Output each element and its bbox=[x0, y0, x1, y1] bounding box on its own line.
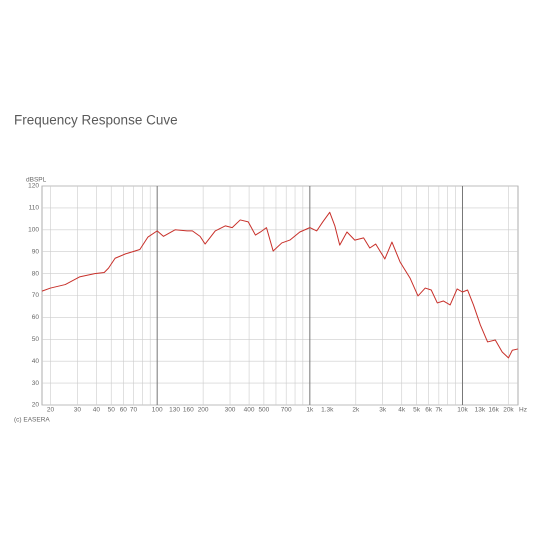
x-tick-label: 20k bbox=[503, 407, 514, 414]
y-tick-label: 20 bbox=[32, 402, 40, 409]
x-tick-label: 400 bbox=[244, 407, 255, 414]
response-line bbox=[41, 211, 519, 359]
y-tick-label: 30 bbox=[32, 380, 40, 387]
x-tick-label: 2k bbox=[352, 407, 360, 414]
x-tick-label: 10k bbox=[457, 407, 468, 414]
x-tick-label: 13k bbox=[475, 407, 486, 414]
y-tick-label: 70 bbox=[32, 292, 40, 299]
x-tick-label: 40 bbox=[93, 407, 101, 414]
x-tick-label: 5k bbox=[413, 407, 421, 414]
y-tick-label: 60 bbox=[32, 314, 40, 321]
x-tick-label: 16k bbox=[488, 407, 499, 414]
x-tick-label: 100 bbox=[152, 407, 163, 414]
plot bbox=[41, 211, 519, 359]
y-tick-label: 50 bbox=[32, 336, 40, 343]
y-axis-label: dBSPL bbox=[26, 177, 47, 184]
x-tick-label: 130 bbox=[169, 407, 180, 414]
y-tick-label: 40 bbox=[32, 358, 40, 365]
x-unit-label: Hz bbox=[519, 407, 527, 414]
y-tick-label: 110 bbox=[29, 205, 40, 212]
grid bbox=[41, 185, 519, 406]
x-tick-label: 6k bbox=[425, 407, 433, 414]
x-tick-label: 4k bbox=[398, 407, 406, 414]
y-tick-label: 120 bbox=[28, 183, 39, 190]
x-tick-label: 30 bbox=[74, 407, 82, 414]
x-tick-label: 50 bbox=[108, 407, 116, 414]
footer: (c) EASERA bbox=[14, 417, 50, 424]
x-tick-label: 7k bbox=[435, 407, 443, 414]
chart-title: Frequency Response Cuve bbox=[14, 113, 178, 128]
x-tick-label: 1k bbox=[306, 407, 314, 414]
x-tick-label: 3k bbox=[379, 407, 387, 414]
x-tick-label: 60 bbox=[120, 407, 128, 414]
y-tick-label: 80 bbox=[32, 270, 40, 277]
x-tick-label: 300 bbox=[225, 407, 236, 414]
x-tick-label: 200 bbox=[198, 407, 209, 414]
y-tick-label: 100 bbox=[28, 227, 39, 234]
x-tick-label: 700 bbox=[281, 407, 292, 414]
x-tick-label: 1.3k bbox=[321, 407, 334, 414]
x-tick-label: 500 bbox=[258, 407, 269, 414]
x-tick-label: 160 bbox=[183, 407, 194, 414]
y-tick-label: 90 bbox=[32, 248, 40, 255]
x-tick-label: 20 bbox=[47, 407, 55, 414]
x-tick-label: 70 bbox=[130, 407, 138, 414]
